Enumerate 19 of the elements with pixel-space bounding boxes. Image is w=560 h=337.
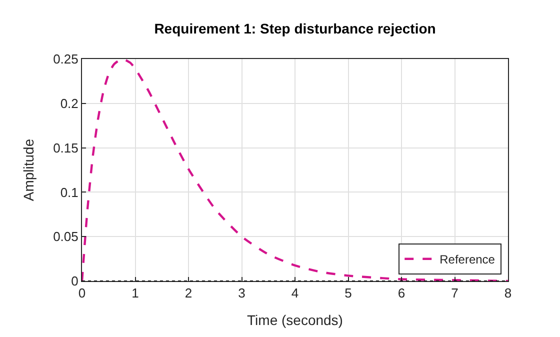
y-tick-label: 0.05 (53, 229, 78, 244)
y-tick-label: 0.25 (53, 52, 78, 67)
line-series (82, 59, 508, 281)
x-tick-label: 2 (184, 286, 192, 301)
y-tick-label: 0.15 (53, 140, 78, 156)
x-tick-label: 6 (398, 286, 406, 301)
x-tick-label: 1 (132, 286, 139, 301)
y-tick-label: 0.2 (60, 96, 78, 111)
x-axis-title: Time (seconds) (247, 312, 343, 328)
x-tick-label: 8 (504, 286, 512, 301)
legend-label: Reference (440, 252, 496, 267)
chart-title: Requirement 1: Step disturbance rejection (154, 20, 436, 36)
x-tick-label: 5 (344, 286, 352, 301)
y-tick-label: 0.1 (60, 184, 78, 200)
x-tick-label: 4 (291, 286, 299, 301)
x-tick-label: 7 (451, 286, 458, 301)
x-tick-label: 3 (238, 286, 246, 301)
y-tick-label: 0 (71, 274, 78, 289)
y-axis-title: Amplitude (20, 138, 37, 202)
